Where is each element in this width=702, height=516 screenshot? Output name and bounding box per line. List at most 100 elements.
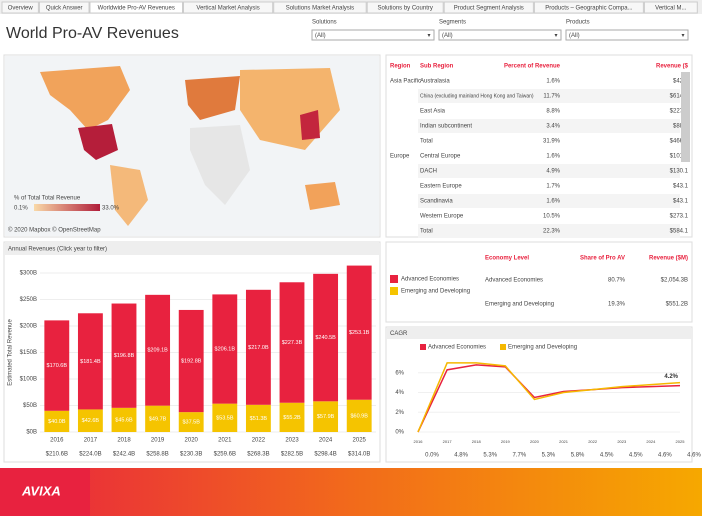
bottom-label: 4.5% <box>600 453 614 459</box>
region-name: Asia Pacific <box>390 79 421 85</box>
filter-dropdown[interactable] <box>311 29 435 41</box>
filter-value[interactable]: (All) <box>442 33 453 39</box>
filter-dropdown[interactable] <box>565 29 689 41</box>
total-label: $314.0B <box>348 452 370 458</box>
x-tick-label: 2019 <box>501 439 511 444</box>
scrollbar[interactable] <box>681 72 690 162</box>
tab-label[interactable]: Vertical Market Analysis <box>196 6 259 12</box>
tab-label[interactable]: Vertical M... <box>655 6 687 12</box>
bar-segment[interactable] <box>145 294 171 406</box>
bottom-label: 4.8% <box>454 453 468 459</box>
total-label: $230.3B <box>180 452 202 458</box>
tab-label[interactable]: Overview <box>8 6 34 12</box>
bar-value-label: $227.3B <box>282 340 303 346</box>
bar-segment[interactable] <box>44 410 70 432</box>
table-cell: $130.1 <box>670 169 689 175</box>
y-tick-label: 0% <box>395 430 404 436</box>
dropdown-arrow[interactable]: ▾ <box>681 33 684 39</box>
bar-segment[interactable] <box>44 320 70 411</box>
bar-value-label: $37.5B <box>182 420 200 426</box>
bottom-label: 5.3% <box>483 453 497 459</box>
bottom-label: 5.8% <box>571 453 585 459</box>
x-tick-label: 2023 <box>285 438 299 444</box>
bottom-label: 7.7% <box>512 453 526 459</box>
bar-segment[interactable] <box>279 402 305 432</box>
legend-label: Emerging and Developing <box>401 289 470 295</box>
total-label: $258.8B <box>146 452 168 458</box>
table-cell: East Asia <box>420 109 446 115</box>
table-cell: $43.1 <box>673 184 689 190</box>
total-label: $268.3B <box>247 452 269 458</box>
tab[interactable] <box>643 1 698 14</box>
filter-label: Segments <box>439 20 466 26</box>
map-usa <box>78 124 118 160</box>
bar-segment[interactable] <box>279 282 305 403</box>
filter-label: Solutions <box>312 20 337 26</box>
tab-label[interactable]: Worldwide Pro-AV Revenues <box>98 6 175 12</box>
x-tick-label: 2018 <box>472 439 482 444</box>
bar-segment[interactable] <box>346 399 372 432</box>
bar-segment[interactable] <box>313 273 339 402</box>
bar-segment[interactable] <box>212 403 238 432</box>
filter-dropdown[interactable] <box>438 29 562 41</box>
logo-bg <box>0 468 90 516</box>
y-tick-label: $150B <box>20 350 37 356</box>
x-tick-label: 2025 <box>353 438 367 444</box>
bar-segment[interactable] <box>178 412 204 432</box>
bar-segment[interactable] <box>111 303 137 408</box>
bar-segment[interactable] <box>245 404 271 432</box>
footer <box>0 468 702 516</box>
table-header: Sub Region <box>420 64 454 70</box>
bar-segment[interactable] <box>111 407 137 432</box>
y-tick-label: $200B <box>20 324 37 330</box>
tab[interactable] <box>443 1 534 14</box>
bar-segment[interactable] <box>178 309 204 413</box>
table-cell: 19.3% <box>608 302 626 308</box>
tab[interactable] <box>366 1 444 14</box>
table-cell: Western Europe <box>420 214 464 220</box>
bar-segment[interactable] <box>145 405 171 432</box>
table-cell: $551.2B <box>666 302 688 308</box>
bar-segment[interactable] <box>77 313 103 410</box>
legend-swatch <box>390 275 398 283</box>
row-band <box>418 224 680 238</box>
tab-label[interactable]: Products – Geographic Compa... <box>545 6 633 12</box>
filter-value[interactable]: (All) <box>315 33 326 39</box>
bar-segment[interactable] <box>77 409 103 432</box>
page-title: World Pro-AV Revenues <box>6 25 179 42</box>
map-china <box>300 110 320 140</box>
bar-segment[interactable] <box>346 265 372 400</box>
tab-label[interactable]: Solutions by Country <box>378 6 433 12</box>
bottom-label: 4.5% <box>629 453 643 459</box>
tab[interactable] <box>89 1 183 14</box>
map-south-america <box>110 165 148 226</box>
tab[interactable] <box>273 1 367 14</box>
bar-value-label: $42.6B <box>82 418 100 424</box>
table-cell: 31.9% <box>543 139 561 145</box>
bar-segment[interactable] <box>313 401 339 432</box>
map-north-america <box>40 66 130 130</box>
table-cell: 22.3% <box>543 229 561 235</box>
tab[interactable] <box>1 1 39 14</box>
filter-value[interactable]: (All) <box>569 33 580 39</box>
tab-label[interactable]: Solutions Market Analysis <box>286 6 354 12</box>
tab-label[interactable]: Product Segment Analysis <box>454 6 524 12</box>
x-tick-label: 2022 <box>588 439 598 444</box>
map-legend-ramp <box>34 204 100 211</box>
tab-label[interactable]: Quick Answer <box>46 6 83 12</box>
bar-segment[interactable] <box>212 294 238 404</box>
bar-value-label: $217.0B <box>248 345 269 351</box>
tab[interactable] <box>38 1 90 14</box>
legend-swatch <box>500 344 506 350</box>
bar-segment[interactable] <box>245 289 271 405</box>
dropdown-arrow[interactable]: ▾ <box>554 33 557 39</box>
legend-label: Emerging and Developing <box>508 345 577 351</box>
total-label: $224.0B <box>79 452 101 458</box>
tab[interactable] <box>533 1 644 14</box>
dropdown-arrow[interactable]: ▾ <box>427 33 430 39</box>
cagr-title: CAGR <box>390 331 408 337</box>
bottom-label: 5.3% <box>542 453 556 459</box>
tab[interactable] <box>183 1 274 14</box>
table-cell: Scandinavia <box>420 199 453 205</box>
